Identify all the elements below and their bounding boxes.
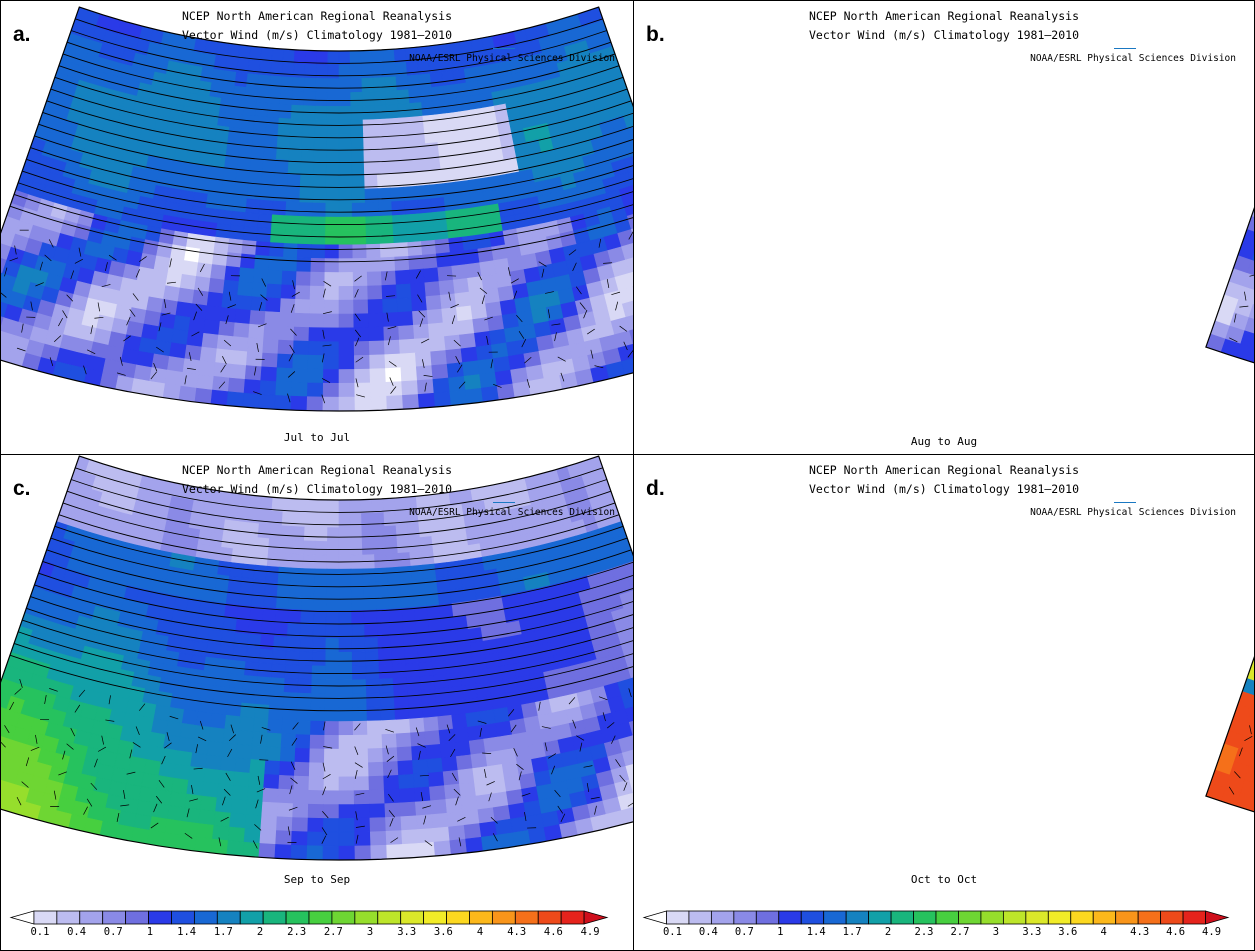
- panel-label: b.: [646, 23, 665, 46]
- wind-map-c: [1, 455, 633, 861]
- colorbar-tick-label: 3.6: [1058, 926, 1078, 938]
- credit-underline: [1114, 502, 1136, 503]
- colorbar-tick-label: 0.4: [67, 926, 87, 938]
- colorbar-tick-label: 2.7: [323, 926, 343, 938]
- colorbar-tick-label: 4.9: [580, 926, 600, 938]
- wind-map-d: [1205, 656, 1254, 813]
- colorbar-tick-label: 3.3: [1022, 926, 1042, 938]
- period-label: Jul to Jul: [283, 431, 351, 444]
- title-line2: Vector Wind (m/s) Climatology 1981–2010: [181, 28, 453, 42]
- colorbar-tick-label: 1.4: [806, 926, 826, 938]
- title-line2: Vector Wind (m/s) Climatology 1981–2010: [808, 482, 1080, 496]
- colorbar-tick-label: 2.3: [287, 926, 307, 938]
- colorbar-tick-label: 0.1: [30, 926, 50, 938]
- colorbar-tick-label: 1: [146, 926, 154, 938]
- colorbar-right: 0.1 0.4 0.7 1 1.4 1.7 2 2.3 2.7 3 3.3 3.6 4 4.3 4.6 4.9: [634, 906, 1254, 950]
- period-label: Aug to Aug: [910, 435, 978, 448]
- colorbar-tick-label: 1.7: [213, 926, 233, 938]
- colorbar-tick-label: 2: [256, 926, 264, 938]
- title-line2: Vector Wind (m/s) Climatology 1981–2010: [808, 28, 1080, 42]
- colorbar-tick-label: 4: [476, 926, 484, 938]
- colorbar-swatches: [9, 910, 609, 925]
- panel-c: c. NCEP North American Regional Reanalys…: [0, 454, 634, 951]
- period-label: Oct to Oct: [910, 873, 978, 886]
- colorbar-tick-label: 2: [884, 926, 892, 938]
- colorbar-tick-label: 0.1: [662, 926, 682, 938]
- colorbar-tick-label: 4: [1100, 926, 1107, 938]
- credit-text: NOAA/ESRL Physical Sciences Division: [1030, 507, 1236, 518]
- colorbar-tick-label: 4.3: [507, 926, 527, 938]
- title-line1: NCEP North American Regional Reanalysis: [181, 9, 453, 23]
- colorbar-tick-label: 3.6: [433, 926, 453, 938]
- colorbar-tick-label: 4.9: [1202, 926, 1222, 938]
- title-line1: NCEP North American Regional Reanalysis: [181, 463, 453, 477]
- colorbar-tick-label: 0.7: [734, 926, 754, 938]
- wind-map-b: [1205, 207, 1254, 364]
- panel-label: a.: [13, 23, 31, 46]
- colorbar-tick-label: 4.6: [543, 926, 563, 938]
- credit-underline: [493, 48, 515, 49]
- wind-map-a: [1, 6, 633, 412]
- colorbar-tick-label: 2.7: [950, 926, 970, 938]
- colorbar-tick-label: 3: [366, 926, 374, 938]
- credit-text: NOAA/ESRL Physical Sciences Division: [409, 507, 615, 518]
- colorbar-left: 0.1 0.4 0.7 1 1.4 1.7 2 2.3 2.7 3 3.3 3.6 4 4.3 4.6 4.9: [1, 906, 633, 950]
- colorbar-tick-label: 4.6: [1166, 926, 1186, 938]
- panel-b: b. NCEP North American Regional Reanalys…: [633, 0, 1255, 455]
- colorbar-tick-label: 3: [992, 926, 1000, 938]
- credit-underline: [493, 502, 515, 503]
- period-label: Sep to Sep: [283, 873, 351, 886]
- colorbar-tick-label: 3.3: [397, 926, 417, 938]
- credit-underline: [1114, 48, 1136, 49]
- panel-a: a. NCEP North American Regional Reanalys…: [0, 0, 634, 455]
- colorbar-tick-label: 1: [777, 926, 784, 938]
- colorbar-tick-label: 0.7: [103, 926, 123, 938]
- title-line1: NCEP North American Regional Reanalysis: [808, 463, 1080, 477]
- panel-d: d. NCEP North American Regional Reanalys…: [633, 454, 1255, 951]
- colorbar-tick-label: 4.3: [1130, 926, 1150, 938]
- title-line1: NCEP North American Regional Reanalysis: [808, 9, 1080, 23]
- panel-label: d.: [646, 477, 665, 500]
- credit-text: NOAA/ESRL Physical Sciences Division: [1030, 53, 1236, 64]
- colorbar-tick-label: 0.4: [698, 926, 718, 938]
- credit-text: NOAA/ESRL Physical Sciences Division: [409, 53, 615, 64]
- colorbar-swatches: [642, 910, 1230, 925]
- panel-label: c.: [13, 477, 31, 500]
- colorbar-tick-label: 2.3: [914, 926, 934, 938]
- colorbar-tick-label: 1.4: [177, 926, 197, 938]
- colorbar-tick-label: 1.7: [842, 926, 862, 938]
- title-line2: Vector Wind (m/s) Climatology 1981–2010: [181, 482, 453, 496]
